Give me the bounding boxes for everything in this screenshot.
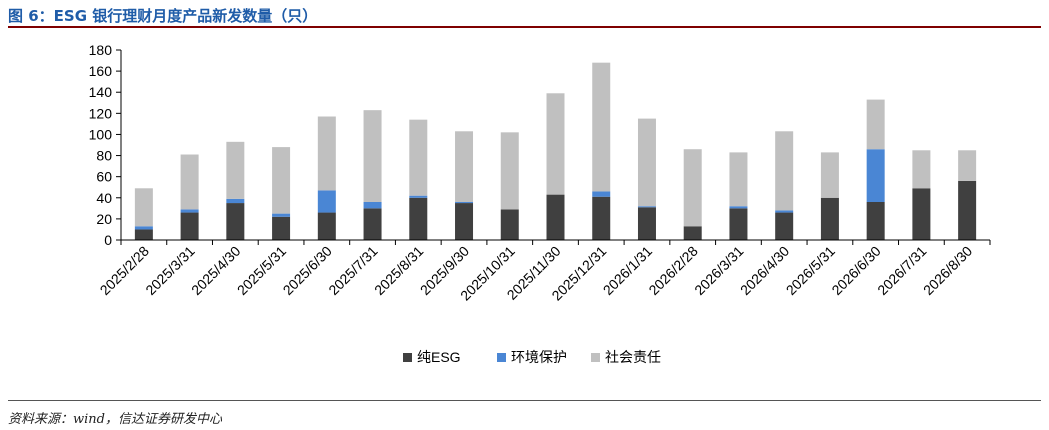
- x-tick-label: 2025/2/28: [97, 243, 153, 299]
- bar-segment-series-2: [226, 141, 245, 199]
- legend-swatch: [591, 353, 600, 362]
- y-tick-label: 160: [89, 63, 113, 79]
- legend-label: 社会责任: [605, 349, 661, 365]
- y-tick-label: 80: [96, 148, 112, 164]
- x-tick-label: 2026/2/28: [645, 243, 701, 299]
- bar-segment-series-1: [455, 202, 474, 204]
- y-tick-label: 60: [96, 169, 112, 185]
- bar-segment-series-0: [500, 209, 519, 240]
- bar-segment-series-2: [729, 152, 748, 207]
- bar-segment-series-0: [180, 212, 199, 240]
- bar-segment-series-0: [363, 208, 382, 240]
- bar-segment-series-2: [958, 150, 977, 181]
- bar-segment-series-1: [180, 209, 199, 213]
- y-axis: 0 20 40 60 80 100 120 140 160 180: [89, 42, 122, 248]
- bar-segment-series-1: [637, 206, 656, 208]
- figure-header: 图 6：ESG 银行理财月度产品新发数量（只）: [8, 2, 1041, 28]
- bar-segment-series-2: [363, 110, 382, 202]
- bar-segment-series-2: [775, 131, 794, 211]
- x-tick-label: 2025/7/31: [325, 243, 381, 299]
- bar-segment-series-0: [272, 216, 291, 240]
- footer-rule: [8, 400, 1041, 401]
- bar-segment-series-2: [455, 131, 474, 202]
- bar-segment-series-0: [866, 202, 885, 240]
- bar-area: [134, 62, 977, 240]
- x-tick-label: 2025/6/30: [280, 243, 336, 299]
- x-axis: 2025/2/282025/3/312025/4/302025/5/312025…: [97, 239, 991, 304]
- bar-segment-series-1: [729, 206, 748, 209]
- bar-segment-series-0: [637, 207, 656, 240]
- x-tick-label: 2026/4/30: [737, 243, 793, 299]
- legend-swatch: [403, 353, 412, 362]
- bar-segment-series-0: [592, 196, 611, 240]
- bar-segment-series-1: [272, 213, 291, 217]
- x-tick-label: 2025/3/31: [142, 243, 198, 299]
- bar-segment-series-0: [729, 208, 748, 240]
- bar-segment-series-0: [912, 188, 931, 240]
- bar-segment-series-2: [866, 99, 885, 150]
- y-tick-label: 20: [96, 211, 112, 227]
- x-tick-label: 2026/6/30: [828, 243, 884, 299]
- bar-segment-series-0: [226, 203, 245, 240]
- bar-segment-series-1: [317, 190, 336, 213]
- title-rule: [8, 26, 1041, 28]
- y-tick-label: 120: [89, 105, 113, 121]
- bar-segment-series-0: [683, 226, 702, 240]
- bar-segment-series-2: [409, 119, 428, 196]
- bar-segment-series-1: [409, 195, 428, 198]
- x-tick-label: 2026/8/30: [920, 243, 976, 299]
- y-tick-label: 40: [96, 190, 112, 206]
- bar-segment-series-2: [272, 147, 291, 214]
- bar-segment-series-1: [866, 149, 885, 202]
- x-tick-label: 2026/7/31: [874, 243, 930, 299]
- bar-segment-series-2: [500, 132, 519, 210]
- x-tick-label: 2026/3/31: [691, 243, 747, 299]
- legend-label: 环境保护: [511, 349, 567, 365]
- y-tick-label: 140: [89, 84, 113, 100]
- legend-label: 纯ESG: [417, 349, 461, 365]
- bar-segment-series-0: [409, 197, 428, 240]
- bar-segment-series-0: [546, 194, 565, 240]
- bar-segment-series-0: [134, 229, 153, 240]
- bar-segment-series-1: [775, 210, 794, 213]
- bar-segment-series-2: [317, 116, 336, 191]
- figure-title: 图 6：ESG 银行理财月度产品新发数量（只）: [8, 7, 318, 25]
- bar-segment-series-0: [820, 197, 839, 240]
- source-note: 资料来源：wind，信达证券研发中心: [8, 412, 222, 427]
- stacked-bar-chart: 0 20 40 60 80 100 120 140 160 180 2025/2/282025/3…: [89, 42, 991, 365]
- legend: 纯ESG 环境保护 社会责任: [403, 349, 661, 365]
- x-tick-label: 2025/8/31: [371, 243, 427, 299]
- x-tick-label: 2026/1/31: [600, 243, 656, 299]
- x-tick-label: 2026/5/31: [783, 243, 839, 299]
- y-tick-label: 100: [89, 126, 113, 142]
- x-tick-label: 2025/5/31: [234, 243, 290, 299]
- bar-segment-series-1: [226, 198, 245, 204]
- bar-segment-series-2: [637, 118, 656, 207]
- bar-segment-series-2: [180, 154, 199, 210]
- bar-segment-series-0: [958, 180, 977, 240]
- bar-segment-series-1: [363, 202, 382, 209]
- bar-segment-series-1: [592, 191, 611, 197]
- y-tick-label: 0: [104, 232, 112, 248]
- bar-segment-series-1: [134, 226, 153, 230]
- bar-segment-series-2: [820, 152, 839, 198]
- bar-segment-series-0: [317, 212, 336, 240]
- y-tick-label: 180: [89, 42, 113, 58]
- bar-segment-series-2: [912, 150, 931, 189]
- x-tick-label: 2025/4/30: [188, 243, 244, 299]
- bar-segment-series-2: [546, 93, 565, 195]
- bar-segment-series-0: [775, 212, 794, 240]
- bar-segment-series-2: [134, 188, 153, 227]
- bar-segment-series-0: [455, 203, 474, 240]
- bar-segment-series-2: [592, 62, 611, 192]
- legend-swatch: [497, 353, 506, 362]
- bar-segment-series-2: [683, 149, 702, 227]
